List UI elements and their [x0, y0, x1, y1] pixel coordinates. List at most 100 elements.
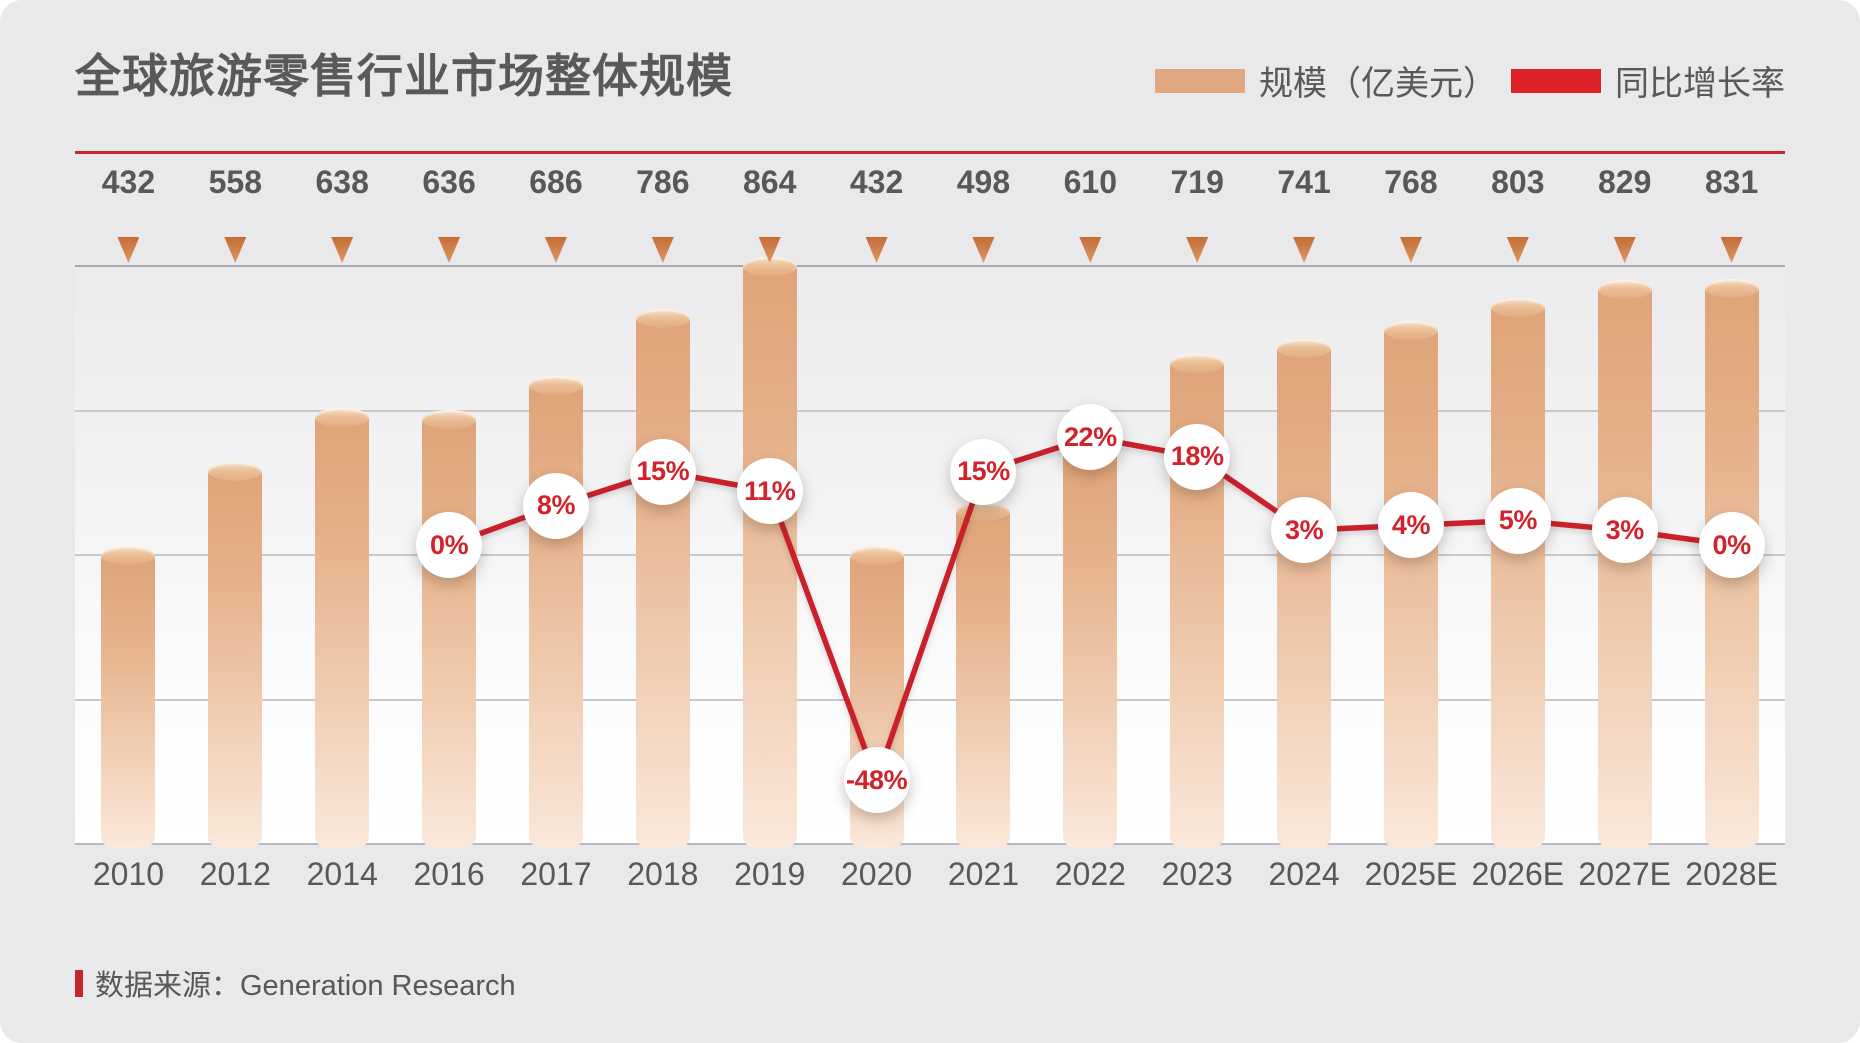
bar-cap	[528, 376, 583, 396]
bar-cap	[101, 546, 156, 565]
value-marker-triangle-icon	[1293, 237, 1316, 263]
value-marker-triangle-icon	[1186, 237, 1209, 263]
gridline	[75, 265, 1785, 267]
value-marker-triangle-icon	[544, 237, 567, 263]
value-marker-triangle-icon	[1399, 237, 1422, 263]
bar-value-label: 636	[422, 164, 476, 200]
bar-2014	[315, 408, 370, 848]
bar-2017	[528, 376, 583, 848]
value-marker-triangle-icon	[1506, 237, 1529, 263]
year-label-2023: 2023	[1161, 856, 1233, 892]
bar-2026E	[1490, 297, 1545, 848]
bar-cap	[849, 546, 904, 565]
year-label-2020: 2020	[840, 856, 913, 892]
value-marker-triangle-icon	[865, 237, 888, 263]
value-marker-triangle-icon	[651, 237, 674, 263]
growth-point-label: 11%	[736, 458, 803, 525]
bar-value-label: 741	[1277, 164, 1331, 200]
gridline	[75, 409, 1785, 412]
growth-point-label: 5%	[1484, 487, 1551, 554]
bar-value-label: 786	[636, 164, 690, 200]
bar-cap	[315, 408, 370, 428]
legend: 规模（亿美元） 同比增长率	[1155, 56, 1785, 105]
source-tick-icon	[75, 969, 83, 997]
value-marker-triangle-icon	[117, 237, 140, 263]
bar-value-label: 829	[1597, 164, 1652, 200]
bar-value-label: 638	[315, 164, 369, 200]
year-label-2028E: 2028E	[1685, 856, 1778, 892]
growth-point-label: 15%	[629, 438, 696, 505]
bar-cap	[208, 461, 263, 481]
value-marker-triangle-icon	[972, 237, 995, 263]
growth-point-label: -48%	[843, 747, 910, 814]
title-divider	[75, 151, 1785, 154]
bar-cap	[422, 409, 477, 429]
bar-cap	[1597, 280, 1652, 300]
bar-2012	[208, 461, 263, 848]
bar-2018	[635, 309, 690, 848]
value-marker-triangle-icon	[1720, 237, 1743, 263]
year-label-2019: 2019	[734, 856, 806, 892]
year-label-2027E: 2027E	[1578, 856, 1671, 892]
bar-value-label: 864	[742, 164, 797, 200]
year-label-2026E: 2026E	[1471, 856, 1565, 892]
growth-point-label: 0%	[416, 512, 483, 578]
bar-2022	[1063, 426, 1118, 848]
value-marker-triangle-icon	[438, 237, 461, 263]
year-label-2022: 2022	[1054, 856, 1126, 892]
bar-value-label: 768	[1384, 164, 1438, 200]
bar-value-label: 610	[1063, 164, 1117, 200]
line-series-swatch	[1511, 68, 1601, 93]
chart-title: 全球旅游零售行业市场整体规模	[75, 50, 733, 102]
bar-2016	[422, 409, 477, 848]
year-label-2017: 2017	[520, 856, 592, 892]
growth-point-label: 4%	[1377, 492, 1444, 559]
growth-point-label: 3%	[1591, 497, 1658, 564]
year-label-2016: 2016	[413, 856, 485, 892]
value-marker-triangle-icon	[224, 237, 247, 263]
bar-value-label: 686	[529, 164, 583, 200]
bar-value-label: 558	[208, 164, 262, 200]
growth-point-label: 0%	[1698, 512, 1765, 578]
growth-point-label: 15%	[950, 438, 1017, 505]
bar-2010	[101, 546, 156, 848]
bar-value-label: 498	[956, 164, 1011, 200]
growth-point-label: 3%	[1271, 497, 1338, 564]
growth-point-label: 8%	[522, 472, 589, 539]
bar-2024	[1277, 339, 1332, 848]
value-marker-triangle-icon	[331, 237, 354, 263]
value-marker-triangle-icon	[1613, 237, 1636, 263]
value-marker-triangle-icon	[1079, 237, 1102, 263]
bar-cap	[1704, 279, 1759, 299]
bar-2021	[956, 501, 1011, 848]
year-label-2012: 2012	[199, 856, 271, 892]
bar-series-swatch	[1155, 68, 1245, 93]
year-label-2025E: 2025E	[1364, 856, 1458, 892]
year-label-2018: 2018	[627, 856, 699, 892]
bar-value-label: 432	[101, 164, 156, 200]
growth-point-label: 22%	[1057, 404, 1124, 471]
bar-cap	[1277, 339, 1332, 359]
bar-cap	[1490, 297, 1545, 317]
line-series-label: 同比增长率	[1615, 65, 1785, 103]
bar-cap	[742, 257, 797, 276]
bar-value-label: 719	[1170, 164, 1224, 200]
bar-cap	[1383, 321, 1438, 341]
bar-2019	[742, 257, 797, 848]
bar-2027E	[1597, 280, 1652, 848]
bar-2025E	[1383, 321, 1438, 848]
year-label-2014: 2014	[306, 856, 378, 892]
bar-value-label: 831	[1704, 164, 1759, 200]
bar-value-label: 432	[849, 164, 904, 200]
bar-cap	[635, 309, 690, 329]
gridline	[75, 843, 1785, 845]
source-note: 数据来源：Generation Research	[75, 962, 516, 1004]
bar-cap	[956, 501, 1011, 521]
bar-cap	[1170, 354, 1225, 373]
source-label: 数据来源：Generation Research	[95, 970, 516, 1002]
year-label-2024: 2024	[1268, 856, 1340, 892]
growth-point-label: 18%	[1164, 423, 1231, 490]
year-label-2010: 2010	[92, 856, 165, 892]
bar-series-label: 规模（亿美元）	[1259, 65, 1497, 103]
